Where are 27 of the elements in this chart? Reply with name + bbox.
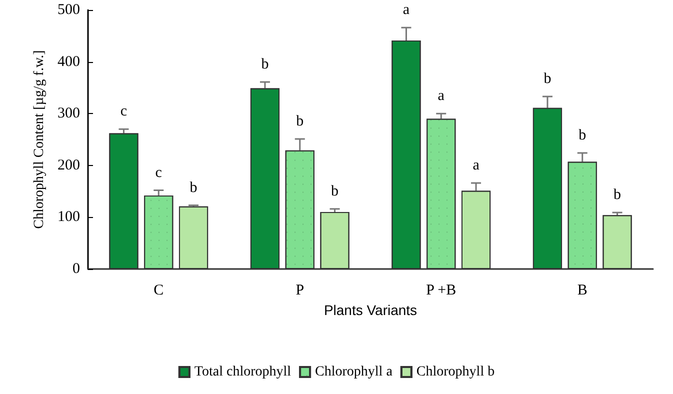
y-axis-title: Chlorophyll Content [µg/g f.w.] bbox=[32, 50, 48, 229]
y-tick-label: 0 bbox=[72, 261, 80, 277]
x-tick-label: P +B bbox=[426, 282, 456, 298]
data-label: b bbox=[261, 56, 269, 72]
data-label: b bbox=[578, 127, 586, 144]
legend-label: Chlorophyll b bbox=[416, 364, 495, 380]
data-label: b bbox=[544, 71, 552, 88]
x-tick-label: P bbox=[296, 282, 304, 298]
data-label: c bbox=[155, 164, 162, 181]
y-tick-label: 500 bbox=[58, 2, 80, 18]
data-label: b bbox=[296, 113, 304, 130]
y-tick-label: 300 bbox=[58, 106, 80, 122]
data-label: b bbox=[190, 180, 198, 196]
data-label: c bbox=[120, 104, 128, 120]
data-label: b bbox=[614, 187, 622, 204]
x-tick-label: C bbox=[154, 282, 164, 298]
x-tick-label: B bbox=[577, 282, 588, 298]
data-label: a bbox=[438, 88, 445, 104]
y-tick-label: 400 bbox=[58, 54, 80, 70]
data-label: a bbox=[472, 158, 480, 174]
legend-label: Chlorophyll a bbox=[315, 364, 394, 380]
data-label: b bbox=[331, 183, 339, 200]
y-tick-label: 200 bbox=[58, 157, 80, 174]
x-axis-title: Plants Variants bbox=[324, 302, 418, 318]
data-label: a bbox=[402, 2, 410, 18]
y-tick-label: 100 bbox=[58, 209, 80, 226]
legend-label: Total chlorophyll bbox=[194, 364, 292, 380]
